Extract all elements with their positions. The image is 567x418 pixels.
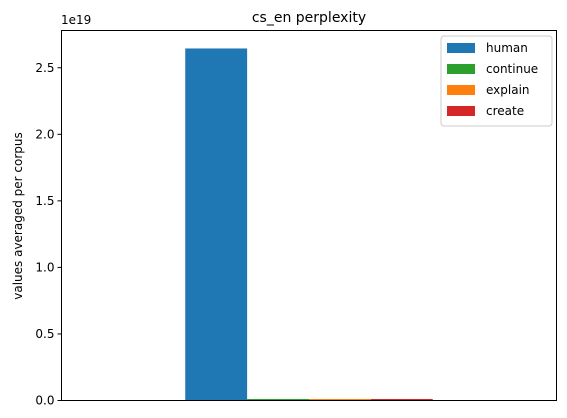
legend-label-human: human xyxy=(486,41,528,55)
y-tick-label: 1.0 xyxy=(35,260,54,274)
plot-frame xyxy=(61,30,557,401)
bar-create xyxy=(370,399,433,401)
y-tick-label: 0.5 xyxy=(35,327,54,341)
y-axis-label: values averaged per corpus xyxy=(11,132,25,300)
y-tick-label: 1.5 xyxy=(35,194,54,208)
y-axis-ticks: 0.0 0.5 1.0 1.5 2.0 2.5 xyxy=(35,61,62,408)
bar-human xyxy=(185,48,248,401)
legend: human continue explain create xyxy=(440,35,553,127)
bar-explain xyxy=(309,399,371,401)
legend-label-continue: continue xyxy=(486,62,538,76)
y-tick-label: 2.5 xyxy=(35,61,54,75)
legend-swatch-create xyxy=(447,106,475,116)
bar-continue xyxy=(247,399,309,401)
legend-label-explain: explain xyxy=(486,83,530,97)
chart-title: cs_en perplexity xyxy=(252,10,366,26)
y-tick-label: 2.0 xyxy=(35,127,54,141)
legend-label-create: create xyxy=(486,104,524,118)
legend-box xyxy=(440,35,553,127)
y-axis-scale-label: 1e19 xyxy=(61,13,91,27)
legend-swatch-human xyxy=(447,43,475,53)
y-tick-label: 0.0 xyxy=(35,394,54,408)
bars xyxy=(185,48,433,401)
legend-swatch-explain xyxy=(447,85,475,95)
legend-swatch-continue xyxy=(447,64,475,74)
